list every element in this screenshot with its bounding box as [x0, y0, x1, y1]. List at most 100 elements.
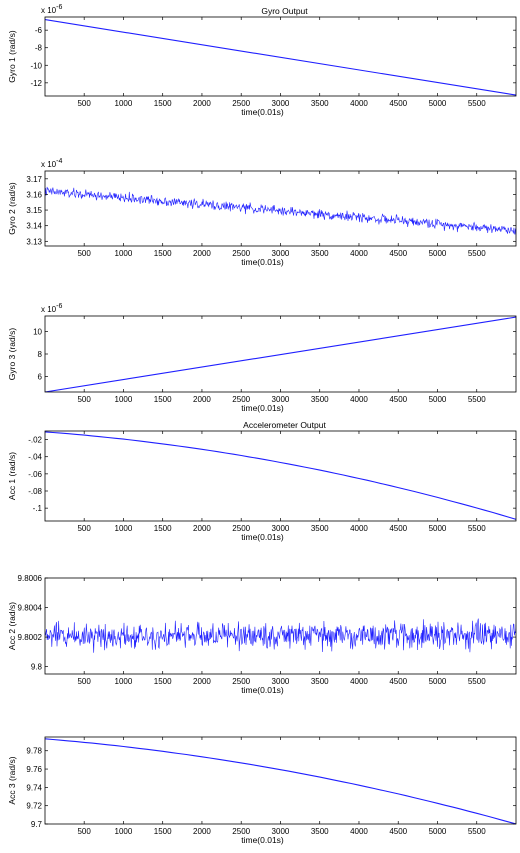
- series-line: [45, 431, 516, 520]
- series-line: [45, 19, 516, 96]
- x-tick-label: 1000: [115, 99, 133, 108]
- y-tick-label: 6: [38, 372, 43, 381]
- x-tick-label: 5000: [429, 99, 447, 108]
- y-tick-label: 9.74: [26, 783, 42, 792]
- y-tick-label: 9.7: [31, 820, 43, 829]
- x-tick-label: 500: [77, 395, 91, 404]
- x-tick-label: 4500: [389, 677, 407, 686]
- x-tick-label: 3000: [272, 249, 290, 258]
- y-tick-label: -.08: [28, 487, 42, 496]
- y-tick-label: 3.14: [26, 222, 42, 231]
- x-tick-label: 5500: [468, 677, 486, 686]
- x-tick-label: 2000: [193, 827, 211, 836]
- y-axis-label: Acc 1 (rad/s): [7, 452, 17, 500]
- y-tick-label: -.02: [28, 436, 42, 445]
- x-tick-label: 1500: [154, 249, 172, 258]
- chart-panel-5: 500 1000 1500 2000 2500 3000 3500 4000 4500 5000 5…: [7, 574, 517, 695]
- x-tick-label: 3000: [272, 99, 290, 108]
- x-tick-label: 1000: [115, 249, 133, 258]
- x-tick-label: 1500: [154, 827, 172, 836]
- y-tick-label: 8: [38, 350, 43, 359]
- x-tick-label: 3000: [272, 524, 290, 533]
- x-tick-label: 3000: [272, 677, 290, 686]
- x-tick-label: 3500: [311, 524, 329, 533]
- x-tick-label: 2000: [193, 524, 211, 533]
- x-tick-label: 3000: [272, 395, 290, 404]
- x-tick-label: 2000: [193, 395, 211, 404]
- x-tick-label: 500: [77, 99, 91, 108]
- x-tick-label: 2500: [232, 827, 250, 836]
- x-tick-label: 1000: [115, 524, 133, 533]
- x-tick-label: 5500: [468, 99, 486, 108]
- x-tick-label: 500: [77, 249, 91, 258]
- y-tick-label: 3.15: [26, 206, 42, 215]
- x-tick-label: 500: [77, 677, 91, 686]
- y-tick-label: 9.76: [26, 765, 42, 774]
- plot-frame: [44, 430, 517, 522]
- y-axis-label: Gyro 2 (rad/s): [7, 182, 17, 235]
- x-tick-label: 5000: [429, 249, 447, 258]
- y-tick-label: -12: [30, 79, 42, 88]
- x-tick-label: 5500: [468, 249, 486, 258]
- y-tick-label: 9.72: [26, 802, 42, 811]
- y-tick-label: -8: [35, 44, 43, 53]
- x-tick-label: 4500: [389, 395, 407, 404]
- x-tick-label: 2500: [232, 249, 250, 258]
- y-tick-label: 3.13: [26, 237, 42, 246]
- series-line: [45, 316, 516, 392]
- x-tick-label: 4000: [350, 249, 368, 258]
- y-axis-label: Gyro 1 (rad/s): [7, 30, 17, 83]
- x-tick-label: 3500: [311, 827, 329, 836]
- x-tick-label: 2500: [232, 395, 250, 404]
- series-line: [45, 186, 516, 235]
- y-tick-label: 10: [33, 328, 42, 337]
- x-tick-label: 4500: [389, 524, 407, 533]
- y-tick-label: -.04: [28, 453, 42, 462]
- x-axis-label: time(0.01s): [241, 532, 284, 542]
- x-tick-label: 3500: [311, 99, 329, 108]
- x-tick-label: 2000: [193, 249, 211, 258]
- multiplier-exponent: -4: [56, 158, 62, 165]
- axis-multiplier: x 10-6: [41, 4, 62, 15]
- y-tick-label: 3.16: [26, 190, 42, 199]
- x-tick-label: 1000: [115, 395, 133, 404]
- y-axis-label: Gyro 3 (rad/s): [7, 328, 17, 381]
- x-tick-label: 2000: [193, 677, 211, 686]
- chart-panel-3: 500 1000 1500 2000 2500 3000 3500 4000 4500 5000 5…: [7, 303, 517, 413]
- x-tick-label: 1500: [154, 677, 172, 686]
- chart-title: Accelerometer Output: [243, 420, 326, 430]
- x-tick-label: 3500: [311, 249, 329, 258]
- x-axis-label: time(0.01s): [241, 403, 284, 413]
- x-tick-label: 500: [77, 827, 91, 836]
- axis-multiplier: x 10-6: [41, 303, 62, 314]
- x-tick-label: 5000: [429, 827, 447, 836]
- x-tick-label: 4500: [389, 249, 407, 258]
- plot-frame: [44, 170, 517, 247]
- x-tick-label: 2000: [193, 99, 211, 108]
- x-tick-label: 4000: [350, 99, 368, 108]
- x-tick-label: 5000: [429, 677, 447, 686]
- x-tick-label: 1000: [115, 827, 133, 836]
- y-tick-label: -.06: [28, 470, 42, 479]
- x-tick-label: 4000: [350, 827, 368, 836]
- x-tick-label: 3000: [272, 827, 290, 836]
- axis-multiplier: x 10-4: [41, 158, 62, 169]
- multiplier-exponent: -6: [56, 303, 62, 310]
- plot-frame: [44, 577, 517, 675]
- x-tick-label: 4000: [350, 677, 368, 686]
- y-tick-label: -6: [35, 26, 43, 35]
- y-tick-label: -.1: [33, 504, 43, 513]
- x-tick-label: 1500: [154, 524, 172, 533]
- x-tick-label: 2500: [232, 99, 250, 108]
- y-axis-label: Acc 2 (rad/s): [7, 602, 17, 650]
- multiplier-base: x 10: [41, 305, 57, 314]
- y-tick-label: -10: [30, 61, 42, 70]
- chart-panel-4: 500 1000 1500 2000 2500 3000 3500 4000 4500 5000 5…: [7, 420, 517, 542]
- chart-panel-6: 500 1000 1500 2000 2500 3000 3500 4000 4500 5000 5…: [7, 736, 517, 845]
- x-axis-label: time(0.01s): [241, 107, 284, 117]
- multiplier-base: x 10: [41, 6, 57, 15]
- y-tick-label: 9.8004: [18, 604, 43, 613]
- x-tick-label: 1500: [154, 99, 172, 108]
- x-axis-label: time(0.01s): [241, 835, 284, 845]
